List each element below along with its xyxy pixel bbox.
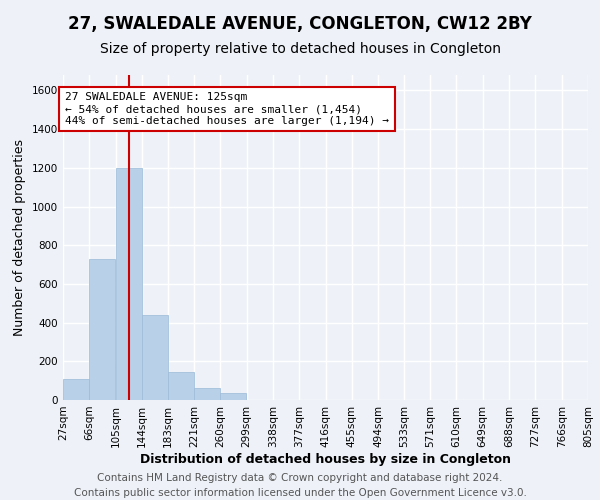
Bar [63, 378, 89, 400]
Text: 27 SWALEDALE AVENUE: 125sqm
← 54% of detached houses are smaller (1,454)
44% of : 27 SWALEDALE AVENUE: 125sqm ← 54% of det… [65, 92, 389, 126]
Bar [220, 393, 247, 400]
Text: 27, SWALEDALE AVENUE, CONGLETON, CW12 2BY: 27, SWALEDALE AVENUE, CONGLETON, CW12 2B… [68, 15, 532, 33]
Bar [142, 315, 168, 400]
Text: Size of property relative to detached houses in Congleton: Size of property relative to detached ho… [100, 42, 500, 56]
Bar [89, 259, 115, 400]
Bar [169, 372, 194, 400]
Bar [194, 388, 220, 400]
Text: Contains HM Land Registry data © Crown copyright and database right 2024.
Contai: Contains HM Land Registry data © Crown c… [74, 472, 526, 498]
Bar [116, 168, 142, 400]
X-axis label: Distribution of detached houses by size in Congleton: Distribution of detached houses by size … [140, 452, 511, 466]
Y-axis label: Number of detached properties: Number of detached properties [13, 139, 26, 336]
